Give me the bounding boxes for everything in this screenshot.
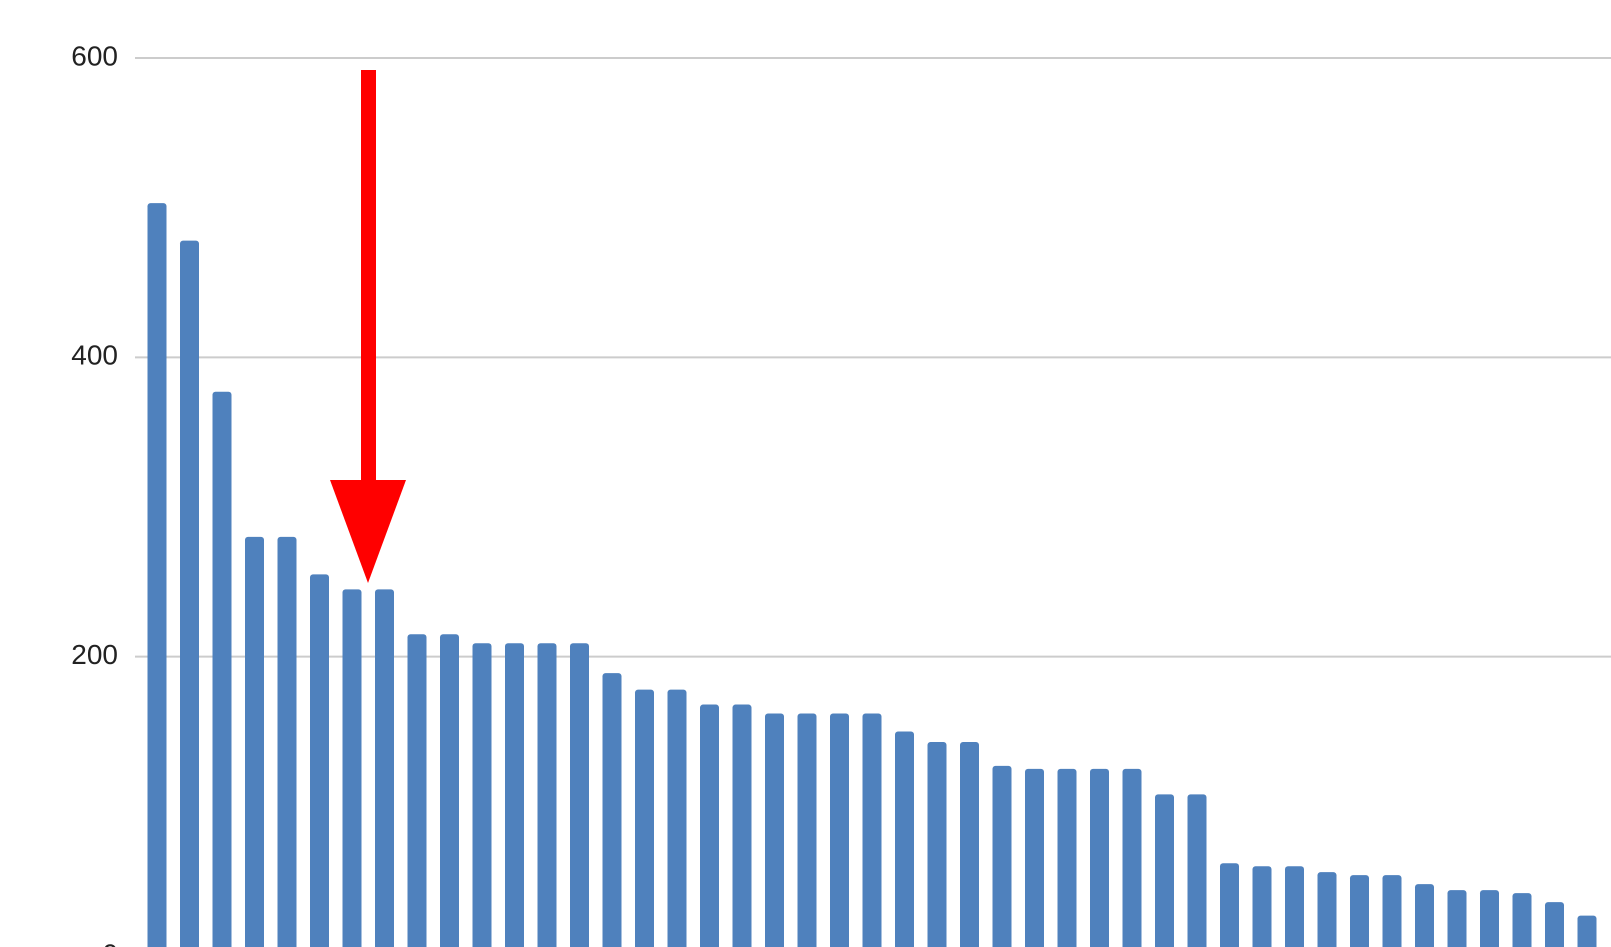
bar: [407, 634, 427, 947]
bar: [927, 741, 947, 947]
bar: [375, 589, 394, 947]
bar: [472, 643, 492, 947]
bar: [1220, 863, 1239, 947]
bar: [440, 634, 459, 947]
bar: [797, 713, 817, 947]
bar: [245, 536, 264, 947]
bar: [1187, 794, 1207, 947]
bar: [1382, 875, 1402, 947]
bar: [960, 741, 979, 947]
bar: [1155, 794, 1174, 947]
annotation-arrow: [330, 70, 406, 583]
bar: [1025, 768, 1044, 947]
bar: [732, 704, 752, 947]
bar: [1317, 872, 1337, 947]
bar: [1447, 890, 1467, 947]
bar: [1057, 768, 1077, 947]
bar: [212, 391, 232, 947]
y-tick-label: 0: [102, 938, 118, 947]
bar: [830, 713, 849, 947]
bar: [1512, 893, 1532, 947]
y-tick-label: 600: [71, 40, 118, 71]
y-tick-label: 400: [71, 340, 118, 371]
bar: [1545, 902, 1564, 947]
bar: [147, 203, 167, 947]
bar: [277, 536, 297, 947]
bar: [505, 643, 524, 947]
bar: [862, 713, 882, 947]
bar: [1122, 768, 1142, 947]
bar: [537, 643, 557, 947]
bar: [992, 765, 1012, 947]
bar: [1415, 884, 1434, 947]
bar: [180, 240, 199, 947]
bar: [765, 713, 784, 947]
bar: [895, 731, 914, 947]
bar: [602, 673, 622, 947]
y-tick-label: 200: [71, 639, 118, 670]
bar: [570, 643, 589, 947]
bar: [635, 689, 654, 947]
bar: [1350, 875, 1369, 947]
bar: [1090, 768, 1109, 947]
bar: [1285, 866, 1304, 947]
bar: [1577, 915, 1597, 947]
bar: [310, 574, 329, 947]
bar: [1480, 890, 1499, 947]
bar: [667, 689, 687, 947]
bar: [342, 589, 362, 947]
bar: [1252, 866, 1272, 947]
bar: [700, 704, 719, 947]
